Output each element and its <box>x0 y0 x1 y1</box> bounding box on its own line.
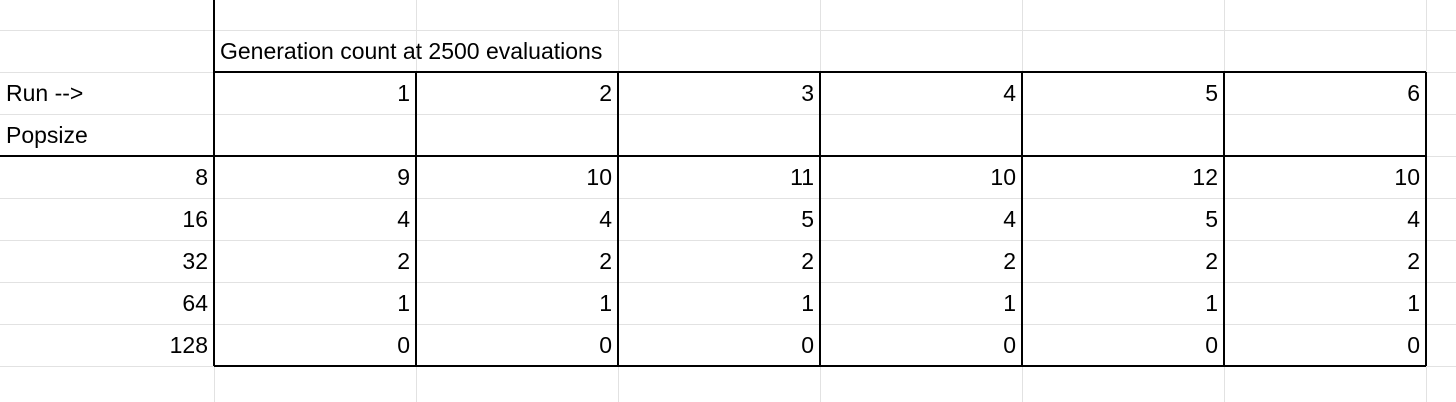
run-number-cell[interactable]: 2 <box>599 79 612 106</box>
value-cell[interactable]: 1 <box>599 289 612 316</box>
value-cell[interactable]: 10 <box>1394 163 1420 190</box>
value-cell[interactable]: 12 <box>1192 163 1218 190</box>
run-number-cell[interactable]: 1 <box>397 79 410 106</box>
value-cell[interactable]: 1 <box>801 289 814 316</box>
popsize-cell[interactable]: 16 <box>182 205 208 232</box>
gridline-horizontal <box>0 366 1456 367</box>
value-cell[interactable]: 2 <box>1003 247 1016 274</box>
value-cell[interactable]: 2 <box>1407 247 1420 274</box>
value-cell[interactable]: 0 <box>1003 331 1016 358</box>
value-cell[interactable]: 2 <box>801 247 814 274</box>
popsize-header-cell[interactable]: Popsize <box>6 121 88 148</box>
run-number-cell[interactable]: 6 <box>1407 79 1420 106</box>
value-cell[interactable]: 5 <box>1205 205 1218 232</box>
value-cell[interactable]: 1 <box>1407 289 1420 316</box>
value-cell[interactable]: 1 <box>1205 289 1218 316</box>
value-cell[interactable]: 0 <box>599 331 612 358</box>
gridline-vertical <box>1426 0 1427 402</box>
value-cell[interactable]: 2 <box>599 247 612 274</box>
value-cell[interactable]: 2 <box>397 247 410 274</box>
value-cell[interactable]: 9 <box>397 163 410 190</box>
value-cell[interactable]: 5 <box>801 205 814 232</box>
run-number-cell[interactable]: 3 <box>801 79 814 106</box>
value-cell[interactable]: 4 <box>397 205 410 232</box>
title-cell[interactable]: Generation count at 2500 evaluations <box>220 37 603 64</box>
popsize-cell[interactable]: 32 <box>182 247 208 274</box>
run-header-cell[interactable]: Run --> <box>6 79 84 106</box>
value-cell[interactable]: 11 <box>790 163 814 190</box>
value-cell[interactable]: 0 <box>801 331 814 358</box>
popsize-cell[interactable]: 128 <box>169 331 208 358</box>
value-cell[interactable]: 1 <box>1003 289 1016 316</box>
popsize-cell[interactable]: 64 <box>182 289 208 316</box>
value-cell[interactable]: 0 <box>1407 331 1420 358</box>
value-cell[interactable]: 0 <box>1205 331 1218 358</box>
value-cell[interactable]: 1 <box>397 289 410 316</box>
value-cell[interactable]: 2 <box>1205 247 1218 274</box>
value-cell[interactable]: 4 <box>1003 205 1016 232</box>
value-cell[interactable]: 0 <box>397 331 410 358</box>
value-cell[interactable]: 4 <box>599 205 612 232</box>
value-cell[interactable]: 10 <box>990 163 1016 190</box>
gridline-horizontal <box>0 114 1456 115</box>
run-number-cell[interactable]: 5 <box>1205 79 1218 106</box>
value-cell[interactable]: 4 <box>1407 205 1420 232</box>
run-number-cell[interactable]: 4 <box>1003 79 1016 106</box>
value-cell[interactable]: 10 <box>586 163 612 190</box>
popsize-cell[interactable]: 8 <box>195 163 208 190</box>
